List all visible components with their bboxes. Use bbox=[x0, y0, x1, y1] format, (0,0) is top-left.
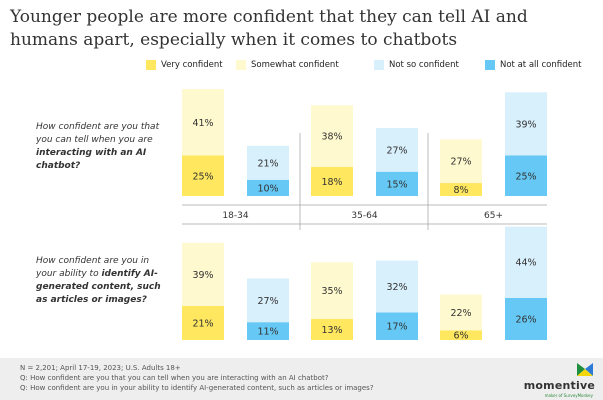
bar-somewhat bbox=[440, 139, 482, 184]
bar-notatall bbox=[247, 322, 289, 340]
stacked-bar-chart: 18-34 35-64 65+ 25% 41% 10% 21% 18% 38% 15% 27% 8% 2… bbox=[182, 89, 547, 342]
bar-notso bbox=[376, 260, 418, 313]
bar-very bbox=[440, 330, 482, 340]
bar-notso bbox=[247, 278, 289, 323]
bar-notso bbox=[505, 226, 547, 298]
bar-somewhat bbox=[311, 262, 353, 319]
data-label: 27% bbox=[450, 157, 471, 168]
question-2-label: How confident are you in your ability to… bbox=[36, 255, 161, 307]
bar-very bbox=[182, 305, 224, 340]
bar-very bbox=[182, 155, 224, 196]
data-label: 44% bbox=[515, 258, 536, 269]
legend-not-at-all-confident: Not at all confident bbox=[485, 60, 581, 70]
data-label: 35% bbox=[321, 286, 342, 297]
data-label: 10% bbox=[257, 183, 278, 194]
data-label: 39% bbox=[192, 270, 213, 281]
bar-somewhat bbox=[182, 242, 224, 306]
question-1-label: How confident are you that you can tell … bbox=[36, 121, 176, 173]
bar-notatall bbox=[247, 179, 289, 196]
data-label: 32% bbox=[386, 282, 407, 293]
data-label: 22% bbox=[450, 308, 471, 319]
data-label: 21% bbox=[257, 158, 278, 169]
bar-notso bbox=[247, 145, 289, 180]
category-label: 65+ bbox=[484, 211, 503, 221]
data-label: 6% bbox=[453, 331, 468, 342]
bar-very bbox=[440, 183, 482, 196]
data-label: 25% bbox=[515, 171, 536, 182]
bar-notatall bbox=[505, 297, 547, 340]
footer: N = 2,201; April 17-19, 2023; U.S. Adult… bbox=[0, 358, 603, 400]
footer-question-2: Q: How confident are you in your ability… bbox=[20, 384, 374, 392]
data-label: 38% bbox=[321, 132, 342, 143]
legend-label: Not at all confident bbox=[500, 60, 582, 70]
data-label: 11% bbox=[257, 327, 278, 338]
legend-swatch bbox=[146, 60, 156, 70]
legend-somewhat-confident: Somewhat confident bbox=[236, 60, 339, 70]
bar-very bbox=[311, 166, 353, 196]
data-label: 13% bbox=[321, 325, 342, 336]
logo-tagline: maker of SurveyMonkey bbox=[544, 393, 593, 398]
data-label: 25% bbox=[192, 171, 213, 182]
bar-notso bbox=[505, 92, 547, 156]
data-label: 17% bbox=[386, 322, 407, 333]
question-emphasis: interacting with an AI chatbot? bbox=[36, 148, 147, 171]
footer-question-1: Q: How confident are you that you can te… bbox=[20, 374, 329, 382]
logo-mark-icon bbox=[577, 363, 593, 376]
legend-swatch bbox=[485, 60, 495, 70]
bar-somewhat bbox=[440, 294, 482, 331]
data-label: 26% bbox=[515, 314, 536, 325]
bar-somewhat bbox=[182, 89, 224, 156]
data-label: 39% bbox=[515, 119, 536, 130]
logo-wordmark: momentive bbox=[523, 379, 595, 392]
legend-swatch bbox=[236, 60, 246, 70]
category-label: 18-34 bbox=[222, 211, 248, 221]
question-emphasis: identify AI-generated content, such as a… bbox=[36, 269, 161, 305]
chart-title: Younger people are more confident that t… bbox=[10, 7, 528, 50]
question-text: How confident are you that you can tell … bbox=[36, 122, 160, 145]
legend-very-confident: Very confident bbox=[146, 60, 223, 70]
bar-very bbox=[311, 318, 353, 340]
category-label: 35-64 bbox=[351, 211, 377, 221]
data-label: 21% bbox=[192, 318, 213, 329]
footer-note: N = 2,201; April 17-19, 2023; U.S. Adult… bbox=[20, 364, 181, 372]
bar-notatall bbox=[376, 312, 418, 340]
momentive-logo: momentive maker of SurveyMonkey bbox=[523, 362, 595, 398]
data-label: 41% bbox=[192, 118, 213, 129]
data-label: 27% bbox=[386, 145, 407, 156]
data-label: 15% bbox=[386, 179, 407, 190]
bar-notatall bbox=[505, 155, 547, 196]
bar-notatall bbox=[376, 171, 418, 196]
legend-label: Very confident bbox=[161, 60, 223, 70]
data-label: 18% bbox=[321, 177, 342, 188]
legend-swatch bbox=[374, 60, 384, 70]
legend-label: Somewhat confident bbox=[251, 60, 339, 70]
data-label: 8% bbox=[453, 185, 468, 196]
legend-not-so-confident: Not so confident bbox=[374, 60, 459, 70]
legend-label: Not so confident bbox=[389, 60, 459, 70]
bar-somewhat bbox=[311, 105, 353, 167]
data-label: 27% bbox=[257, 296, 278, 307]
bar-notso bbox=[376, 127, 418, 172]
question-text: How confident are you in your ability to bbox=[36, 256, 150, 279]
